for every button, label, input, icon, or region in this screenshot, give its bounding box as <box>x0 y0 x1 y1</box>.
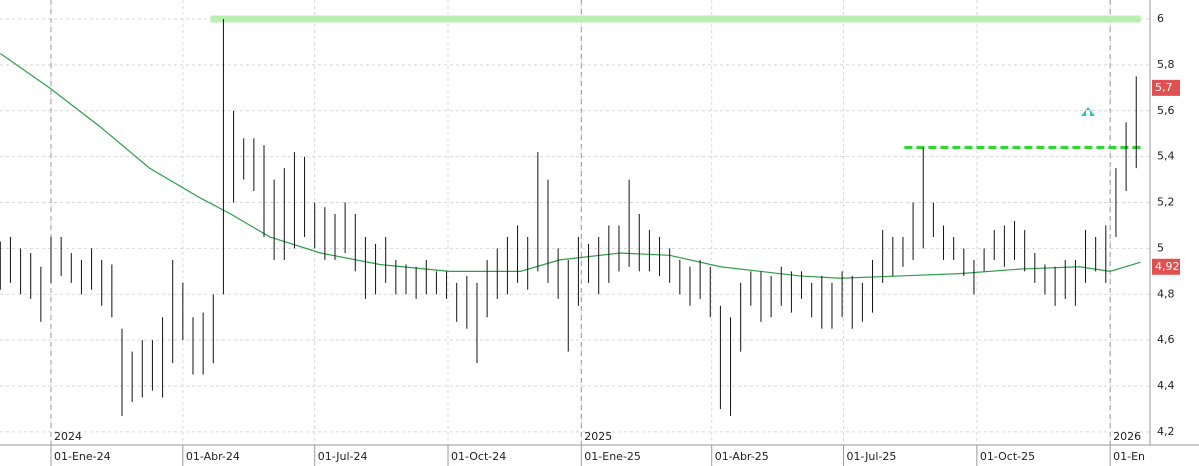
price-tag-label: 5,7 <box>1155 81 1173 94</box>
x-tick-label: 01-Abr-24 <box>186 450 240 463</box>
year-label: 2025 <box>584 430 612 443</box>
x-tick-label: 01-Jul-24 <box>318 450 368 463</box>
x-tick-label: 01-Oct-25 <box>980 450 1035 463</box>
y-tick-label: 5,2 <box>1157 196 1175 209</box>
price-tag-label: 4,92 <box>1155 260 1180 273</box>
y-tick-label: 4,6 <box>1157 333 1175 346</box>
y-tick-label: 6 <box>1157 12 1164 25</box>
moving-average <box>0 52 1141 279</box>
y-tick-label: 5,8 <box>1157 58 1175 71</box>
y-tick-label: 4,8 <box>1157 287 1175 300</box>
year-label: 2026 <box>1113 430 1141 443</box>
price-tag <box>1152 79 1180 96</box>
arrow-icon <box>1081 107 1095 116</box>
x-tick-label: 01-Ene-25 <box>584 450 641 463</box>
y-tick-label: 4,2 <box>1157 425 1175 438</box>
price-tag <box>1152 258 1180 275</box>
y-tick-label: 5 <box>1157 241 1164 254</box>
x-tick-label: 01-En <box>1113 450 1145 463</box>
x-tick-label: 01-Abr-25 <box>715 450 769 463</box>
y-tick-label: 4,4 <box>1157 379 1175 392</box>
y-tick-label: 5,4 <box>1157 150 1175 163</box>
x-tick-label: 01-Ene-24 <box>54 450 111 463</box>
grid <box>0 0 1150 445</box>
y-tick-label: 5,6 <box>1157 104 1175 117</box>
year-label: 2024 <box>54 430 82 443</box>
x-tick-label: 01-Oct-24 <box>451 450 506 463</box>
x-tick-label: 01-Jul-25 <box>847 450 897 463</box>
